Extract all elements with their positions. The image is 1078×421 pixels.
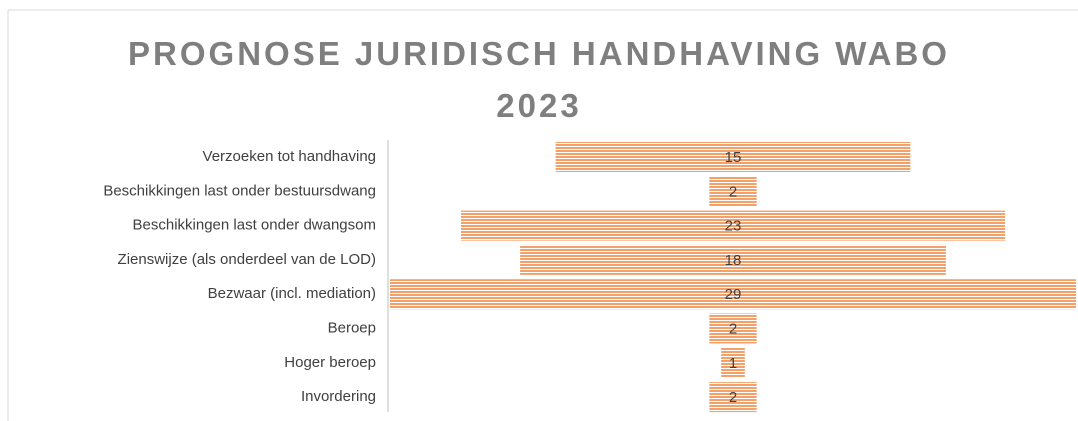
- data-label: 1: [729, 355, 737, 372]
- data-label: 29: [725, 286, 742, 303]
- category-label: Verzoeken tot handhaving: [203, 148, 376, 165]
- data-label: 18: [725, 252, 742, 269]
- category-label: Beschikkingen last onder bestuursdwang: [103, 182, 376, 199]
- bar: [721, 347, 745, 378]
- bar: [709, 176, 757, 207]
- bar: [460, 210, 1006, 241]
- bar: [709, 382, 757, 413]
- data-label: 23: [725, 218, 742, 235]
- data-label: 2: [729, 183, 737, 200]
- category-label: Invordering: [301, 388, 376, 405]
- chart-title: PROGNOSE JURIDISCH HANDHAVING WABO 2023: [128, 35, 950, 124]
- category-label: Beroep: [328, 319, 376, 336]
- bar: [709, 313, 757, 344]
- category-label: Hoger beroep: [284, 354, 376, 371]
- category-label: Zienswijze (als onderdeel van de LOD): [118, 251, 376, 268]
- data-label: 2: [729, 320, 737, 337]
- data-label: 15: [725, 149, 742, 166]
- category-label: Beschikkingen last onder dwangsom: [133, 217, 376, 234]
- bar: [555, 142, 911, 172]
- bar: [390, 279, 1076, 310]
- data-label: 2: [729, 389, 737, 406]
- bar: [520, 244, 946, 275]
- category-label: Bezwaar (incl. mediation): [208, 285, 376, 302]
